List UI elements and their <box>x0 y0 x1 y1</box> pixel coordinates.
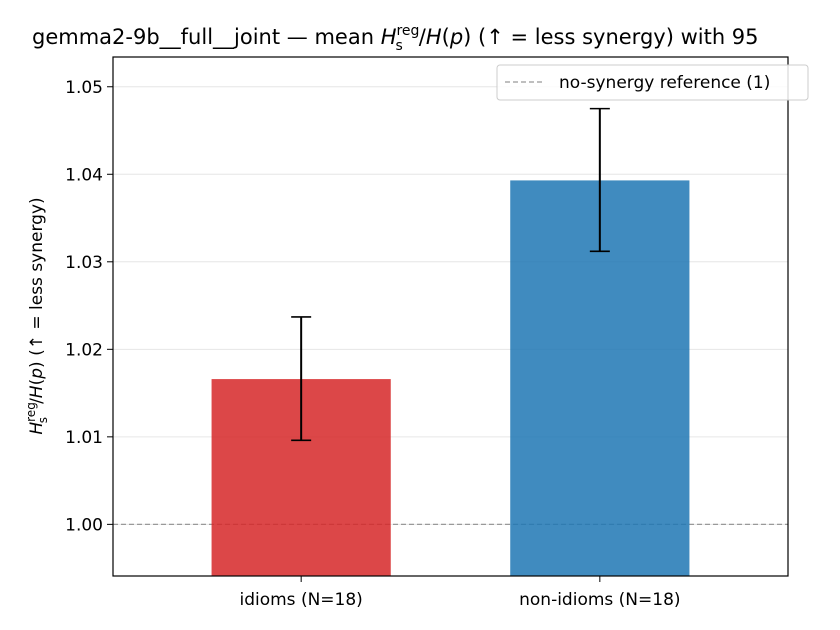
legend: no-synergy reference (1) <box>496 64 809 101</box>
y-axis-label-tail: (↑ = less synergy) <box>27 197 47 361</box>
plot-frame <box>112 56 789 577</box>
chart-title: gemma2-9b__full__joint — mean Hreg s/H(p)… <box>32 23 759 54</box>
y-tick-label: 1.01 <box>65 428 103 448</box>
title-lead: gemma2-9b__full__joint — mean <box>32 25 381 50</box>
y-tick-label: 1.03 <box>65 253 103 273</box>
y-ticks: 1.00 1.01 1.02 1.03 1.04 1.05 <box>65 78 113 535</box>
legend-box <box>496 64 809 101</box>
x-tick-label: idioms (N=18) <box>239 590 362 610</box>
bars <box>211 180 690 576</box>
legend-ref-label: no-synergy reference (1) <box>559 73 770 93</box>
y-tick-label: 1.04 <box>65 165 103 185</box>
title-tail: (↑ = less synergy) with 95 <box>471 25 758 49</box>
error-bars <box>291 107 610 442</box>
y-tick-label: 1.05 <box>65 78 103 98</box>
y-tick-label: 1.02 <box>65 340 103 360</box>
x-ticks: idioms (N=18) non-idioms (N=18) <box>239 576 681 610</box>
y-axis-label: Hregs/H(p) (↑ = less synergy) <box>24 197 50 434</box>
y-tick-label: 1.00 <box>65 515 103 535</box>
x-tick-label: non-idioms (N=18) <box>519 590 680 610</box>
